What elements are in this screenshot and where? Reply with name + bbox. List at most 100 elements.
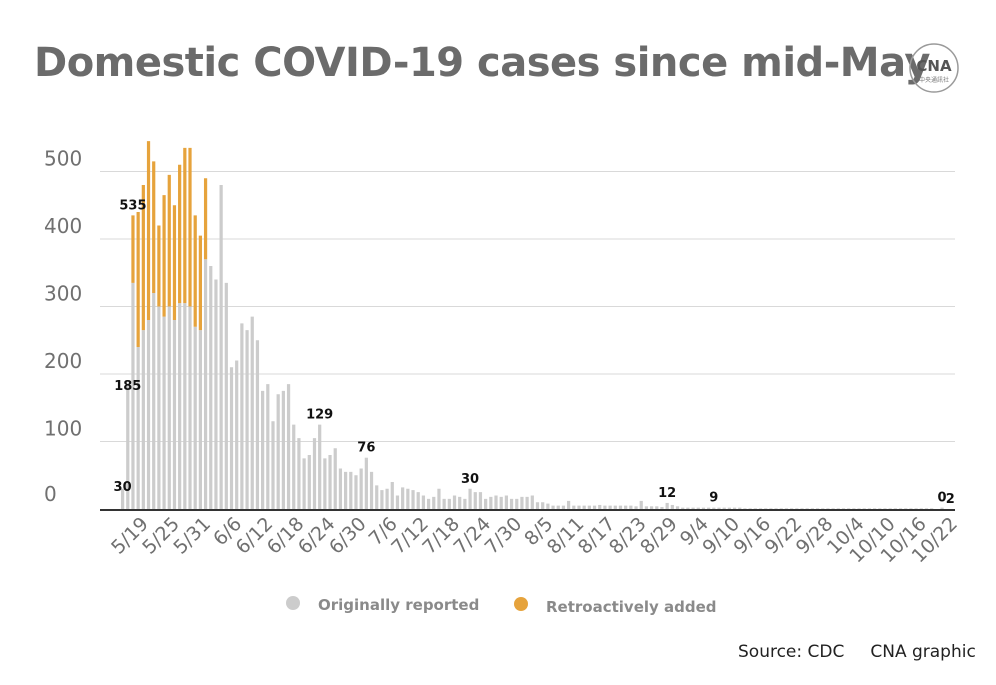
bar-original	[255, 340, 260, 509]
chart-title: Domestic COVID-19 cases since mid-May	[34, 40, 930, 86]
bar-original	[940, 507, 944, 509]
y-tick-label: 400	[44, 214, 82, 238]
bar-original	[442, 498, 446, 509]
data-label: 12	[658, 486, 676, 501]
bar-original	[784, 508, 789, 509]
bar-original	[375, 485, 379, 509]
bar-original	[541, 502, 545, 509]
bar-original	[567, 500, 571, 509]
svg-text:CNA: CNA	[916, 57, 952, 75]
bar-original	[795, 508, 799, 509]
bar-original	[878, 508, 882, 509]
bar-original	[302, 458, 306, 509]
bar-original	[924, 508, 929, 509]
bar-original	[904, 508, 908, 509]
bar-original	[504, 495, 508, 509]
bar-original	[790, 508, 794, 509]
bar-original	[193, 326, 197, 509]
bar-original	[598, 504, 602, 509]
bar-retro	[167, 174, 171, 307]
bar-original	[452, 495, 457, 509]
bar-original	[821, 508, 825, 509]
bar-original	[696, 507, 700, 509]
bar-original	[312, 438, 317, 509]
bar-original	[930, 508, 934, 509]
bar-original	[167, 306, 171, 509]
bar-retro	[141, 185, 145, 331]
bar-original	[779, 508, 783, 509]
bar-original	[857, 508, 861, 509]
bar-original	[686, 507, 690, 509]
bar-original	[271, 421, 275, 509]
bar-original	[328, 455, 332, 509]
bar-original	[738, 507, 742, 509]
bar-original	[893, 508, 897, 509]
bar-original	[515, 498, 519, 509]
bar-original	[919, 508, 923, 509]
x-tick-label: 8/29	[636, 513, 682, 559]
bar-original	[712, 507, 716, 509]
bar-original	[898, 508, 903, 509]
x-tick-label: 6/30	[325, 513, 371, 559]
bar-original	[157, 306, 161, 509]
data-label: 2	[946, 492, 955, 507]
bar-original	[603, 505, 607, 509]
bar-retro	[172, 205, 177, 320]
bar-original	[323, 458, 327, 509]
bar-original	[494, 495, 498, 509]
bar-original	[131, 282, 135, 509]
bar-original	[556, 505, 560, 509]
bar-original	[525, 496, 529, 509]
bar-original	[649, 506, 654, 509]
bar-original	[852, 508, 856, 509]
bar-original	[743, 508, 747, 509]
bar-original	[297, 438, 301, 509]
x-tick-label: 7/30	[481, 513, 527, 559]
bar-retro	[203, 178, 208, 260]
bar-original	[437, 488, 441, 509]
bar-original	[338, 468, 343, 509]
bar-original	[758, 508, 763, 509]
bar-original	[873, 508, 877, 509]
bar-original	[395, 495, 400, 509]
y-tick-label: 200	[44, 349, 82, 373]
bar-original	[152, 293, 156, 509]
bar-original	[888, 508, 892, 509]
bar-original	[629, 505, 633, 509]
data-label: 185	[114, 379, 141, 394]
bar-original	[665, 502, 669, 509]
bar-original	[655, 506, 659, 509]
bar-original	[509, 498, 514, 509]
bar-original	[831, 508, 835, 509]
bar-retro	[146, 141, 151, 320]
bar-original	[520, 496, 524, 509]
bar-original	[333, 448, 337, 509]
bar-original	[815, 508, 820, 509]
legend-label-retro: Retroactively added	[546, 598, 717, 616]
bar-original	[120, 488, 125, 509]
bar-original	[178, 303, 182, 509]
bar-original	[675, 506, 680, 509]
bar-original	[380, 490, 384, 509]
bar-original	[266, 384, 270, 509]
bar-original	[805, 508, 809, 509]
bar-retro	[162, 195, 166, 317]
bar-original	[484, 498, 488, 509]
bar-original	[722, 507, 726, 509]
bar-original	[224, 282, 228, 509]
bar-original	[561, 505, 566, 509]
bar-original	[691, 507, 695, 509]
bar-original	[883, 508, 887, 509]
bar-original	[240, 323, 244, 509]
legend-swatch-retro	[514, 597, 528, 611]
bar-original	[800, 508, 804, 509]
bar-original	[126, 384, 130, 509]
bar-original	[592, 505, 597, 509]
bar-original	[219, 185, 223, 509]
bar-retro	[198, 235, 202, 331]
bar-original	[198, 330, 202, 509]
bar-original	[406, 488, 410, 509]
bar-original	[276, 394, 280, 509]
bar-original	[587, 505, 591, 509]
